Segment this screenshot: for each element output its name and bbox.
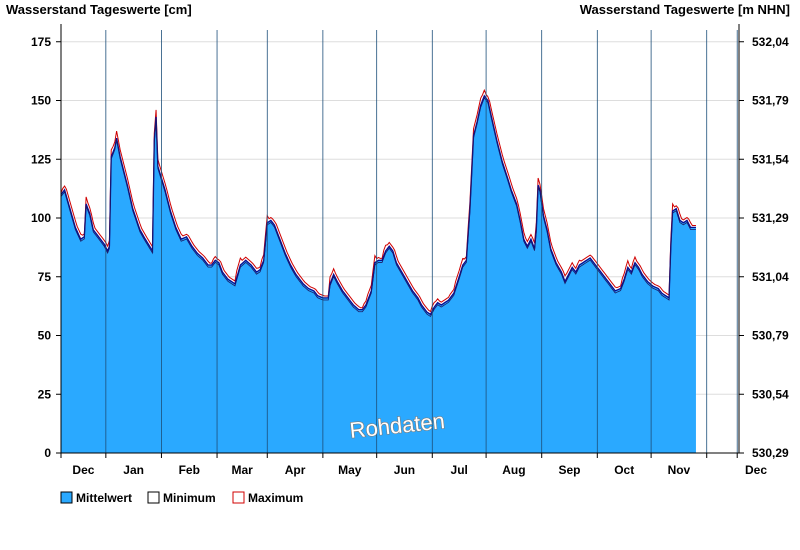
right-tick-label: 531,54	[752, 152, 789, 166]
month-label: May	[338, 463, 362, 477]
left-y-ticks: 0 25 50 75 100 125 150 175	[31, 35, 61, 460]
left-tick-label: 175	[31, 35, 51, 49]
right-axis-title: Wasserstand Tageswerte [m NHN]	[580, 2, 790, 17]
right-tick-label: 530,79	[752, 329, 789, 343]
legend: Mittelwert Minimum Maximum	[60, 491, 303, 505]
minimum-line	[60, 97, 696, 318]
month-label: Jul	[451, 463, 468, 477]
month-dividers	[105, 30, 738, 453]
month-label: Oct	[614, 463, 634, 477]
maximum-line	[60, 88, 696, 313]
right-tick-label: 531,04	[752, 270, 789, 284]
left-tick-label: 100	[31, 211, 51, 225]
right-tick-label: 532,04	[752, 35, 789, 49]
right-tick-label: 531,79	[752, 94, 789, 108]
month-label: Aug	[502, 463, 525, 477]
month-label: Dec	[72, 463, 94, 477]
month-labels: Dec Jan Feb Mar Apr May Jun Jul Aug Sep Oct Nov Dec	[60, 453, 767, 477]
month-label: Jun	[394, 463, 415, 477]
legend-label: Maximum	[248, 491, 303, 505]
right-tick-label: 531,29	[752, 211, 789, 225]
month-label: Nov	[668, 463, 691, 477]
axes	[60, 24, 740, 454]
series-area-layer	[60, 88, 696, 454]
mittelwert-line	[60, 94, 696, 316]
legend-label: Minimum	[163, 491, 216, 505]
month-label: Apr	[285, 463, 306, 477]
left-tick-label: 25	[38, 387, 52, 401]
legend-swatch	[147, 491, 160, 504]
left-axis-title: Wasserstand Tageswerte [cm]	[6, 2, 192, 17]
month-label: Mar	[231, 463, 253, 477]
left-tick-label: 125	[31, 152, 51, 166]
right-tick-label: 530,54	[752, 387, 789, 401]
mittelwert-area	[61, 95, 696, 454]
month-label: Sep	[558, 463, 580, 477]
legend-label: Mittelwert	[76, 491, 132, 505]
right-y-ticks: 530,29 530,54 530,79 531,04 531,29 531,54 531,…	[739, 35, 789, 460]
month-label: Feb	[179, 463, 200, 477]
left-tick-label: 0	[44, 446, 51, 460]
legend-swatch	[232, 491, 245, 504]
month-label: Jan	[123, 463, 144, 477]
month-label: Dec	[745, 463, 767, 477]
right-tick-label: 530,29	[752, 446, 789, 460]
legend-swatch	[60, 491, 73, 504]
left-tick-label: 75	[38, 270, 52, 284]
left-tick-label: 150	[31, 94, 51, 108]
left-tick-label: 50	[38, 329, 52, 343]
